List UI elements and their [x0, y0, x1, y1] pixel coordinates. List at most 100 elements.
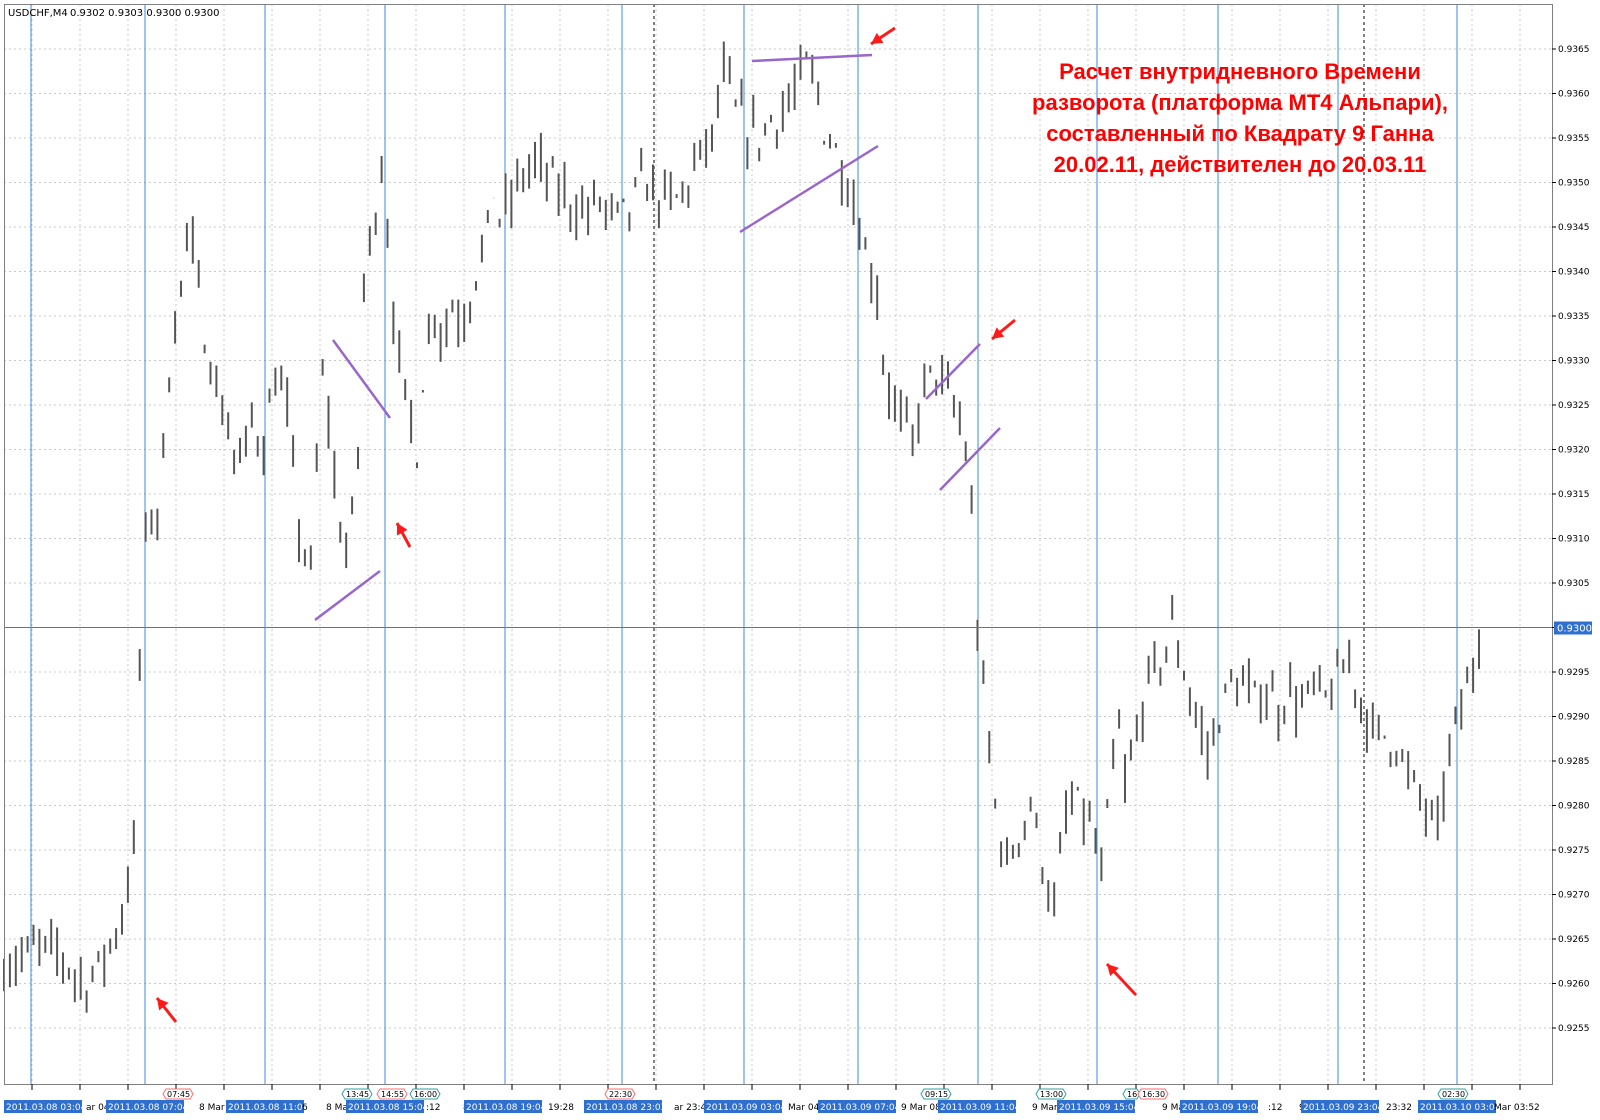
trend-line — [331, 339, 392, 419]
annotation-text: Расчет внутридневного Времени разворота … — [1000, 56, 1480, 180]
y-tick-label: 0.9285 — [1558, 757, 1590, 767]
reversal-arrows — [155, 26, 1138, 1023]
x-tick-label: 2011.03.09 19:04 — [1182, 1103, 1263, 1113]
x-tick-label: 2011.03.09 07:04 — [820, 1103, 901, 1113]
y-tick-label: 0.9270 — [1558, 891, 1590, 901]
time-marker-label: 13:45 — [346, 1090, 369, 1099]
x-date-box — [584, 1100, 662, 1113]
x-tick-label: 19:28 — [548, 1103, 574, 1113]
time-marker — [409, 1088, 441, 1100]
time-marker — [920, 1088, 952, 1100]
x-tick-label: 9 Mar 08 — [901, 1103, 941, 1113]
trend-lines — [314, 53, 1001, 621]
y-tick-label: 0.9305 — [1558, 579, 1590, 589]
time-marker-label: 14:55 — [381, 1090, 404, 1099]
x-tick-label: 2011.03.08 03:04 — [6, 1103, 87, 1113]
x-tick-label: ar 04 — [86, 1103, 110, 1113]
x-tick-label: Mar 03:52 — [1494, 1103, 1540, 1113]
x-date-box — [938, 1100, 1016, 1113]
x-tick-label: 8 Ma — [326, 1103, 348, 1113]
x-tick-label: Mar 04:0 — [788, 1103, 828, 1113]
y-tick-label: 0.9330 — [1558, 357, 1590, 367]
x-date-box — [818, 1100, 896, 1113]
y-tick-label: 0.9355 — [1558, 134, 1590, 144]
x-date-box — [226, 1100, 304, 1113]
x-date-box — [106, 1100, 184, 1113]
symbol-label: USDCHF,M4 — [8, 8, 68, 19]
y-tick-label: 0.9350 — [1558, 179, 1590, 189]
x-date-box — [1180, 1100, 1258, 1113]
x-tick-label: 2011.03.08 07:04 — [108, 1103, 189, 1113]
reversal-arrow — [991, 318, 1016, 341]
trend-line — [314, 570, 381, 621]
time-marker — [604, 1088, 636, 1100]
time-marker — [1122, 1088, 1141, 1100]
x-tick-label: 2011.03.09 11:04 — [940, 1103, 1021, 1113]
annotation-line: разворота (платформа МТ4 Альпари), — [1032, 90, 1448, 115]
x-tick-label: 2011.03.09 23:04 — [1303, 1103, 1384, 1113]
current-price-tag: 0.9300 — [1554, 621, 1592, 635]
y-tick-label: 0.9335 — [1558, 312, 1590, 322]
y-tick-label: 0.9345 — [1558, 223, 1590, 233]
y-tick-label: 0.9325 — [1558, 401, 1590, 411]
ohlc-label: 0.9302 0.9303 0.9300 0.9300 — [70, 8, 220, 19]
time-marker — [376, 1088, 408, 1100]
plot-border — [4, 4, 1553, 1085]
grid-lines — [4, 4, 1552, 1084]
x-date-box — [346, 1100, 424, 1113]
x-tick-label: 9 Ma — [1162, 1103, 1184, 1113]
trend-line — [939, 427, 1001, 491]
x-date-box — [464, 1100, 542, 1113]
y-tick-label: 0.9340 — [1558, 268, 1590, 278]
trend-line — [739, 144, 879, 234]
x-tick-label: :12 — [1268, 1103, 1282, 1113]
y-tick-label: 0.9255 — [1558, 1024, 1590, 1034]
annotation-line: Расчет внутридневного Времени — [1059, 59, 1421, 84]
time-marker-label: 02:30 — [1442, 1090, 1465, 1099]
x-tick-label: 6 — [302, 1103, 308, 1113]
y-tick-label: 0.9360 — [1558, 90, 1590, 100]
y-tick-label: 0.9280 — [1558, 802, 1590, 812]
current-price-label: 0.9300 — [1557, 624, 1592, 635]
y-tick-label: 0.9290 — [1558, 713, 1590, 723]
time-marker — [1137, 1088, 1169, 1100]
y-tick-label: 0.9365 — [1558, 45, 1590, 55]
trend-line — [751, 53, 873, 63]
time-marker — [162, 1088, 194, 1100]
time-marker — [341, 1088, 373, 1100]
x-date-box — [1057, 1100, 1135, 1113]
reversal-arrow — [1105, 962, 1138, 997]
time-marker-label: 22:30 — [609, 1090, 632, 1099]
time-marker-label: 16 — [1127, 1090, 1137, 1099]
x-tick-label: 2011.03.09 15:04 — [1059, 1103, 1140, 1113]
time-marker — [1035, 1088, 1067, 1100]
y-tick-label: 0.9275 — [1558, 846, 1590, 856]
reversal-arrow — [155, 997, 178, 1023]
x-tick-label: 2011.03.08 19:04 — [466, 1103, 547, 1113]
x-tick-label: 2011.03.09 03:04 — [706, 1103, 787, 1113]
y-tick-label: 0.9295 — [1558, 668, 1590, 678]
y-tick-label: 0.9260 — [1558, 980, 1590, 990]
x-tick-label: :12 — [426, 1103, 440, 1113]
time-marker-label: 16:00 — [414, 1090, 437, 1099]
x-date-box — [1418, 1100, 1496, 1113]
time-marker-label: 07:45 — [167, 1090, 190, 1099]
x-tick-label: ar 23:44 — [674, 1103, 712, 1113]
y-tick-label: 0.9315 — [1558, 490, 1590, 500]
x-tick-label: 8 Mar — [199, 1103, 225, 1113]
y-tick-label: 0.9310 — [1558, 535, 1590, 545]
trend-line — [925, 343, 981, 400]
x-tick-label: 2011.03.08 15:04 — [348, 1103, 429, 1113]
x-tick-label: 9 Mar — [1032, 1103, 1058, 1113]
x-date-box — [4, 1100, 82, 1113]
x-tick-label: 23:32 — [1386, 1103, 1412, 1113]
time-marker-label: 16:30 — [1142, 1090, 1165, 1099]
time-marker — [1437, 1088, 1469, 1100]
y-tick-label: 0.9265 — [1558, 935, 1590, 945]
reversal-arrow — [870, 26, 896, 46]
y-tick-label: 0.9320 — [1558, 446, 1590, 456]
annotation-line: 20.02.11, действителен до 20.03.11 — [1053, 152, 1427, 177]
time-marker-label: 09:15 — [925, 1090, 948, 1099]
